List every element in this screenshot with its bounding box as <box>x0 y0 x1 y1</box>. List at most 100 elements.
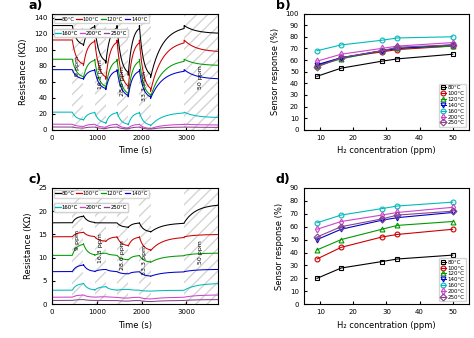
80°C <box>338 266 344 270</box>
200°C <box>338 219 344 223</box>
100°C <box>450 44 456 48</box>
Text: 9 ppm: 9 ppm <box>75 230 81 250</box>
Bar <box>95 188 106 304</box>
250°C <box>379 49 385 53</box>
Y-axis label: Resistance (KΩ): Resistance (KΩ) <box>24 213 33 279</box>
Text: 28.6 ppm: 28.6 ppm <box>120 240 125 270</box>
X-axis label: H₂ concentration (ppm): H₂ concentration (ppm) <box>337 321 436 330</box>
120°C <box>314 64 320 68</box>
Text: b): b) <box>275 0 291 12</box>
250°C <box>314 65 320 69</box>
Y-axis label: Resistance (KΩ): Resistance (KΩ) <box>19 39 28 105</box>
Text: 33.3 ppm: 33.3 ppm <box>143 245 147 275</box>
250°C <box>379 217 385 221</box>
Line: 140°C: 140°C <box>315 43 455 67</box>
200°C <box>314 59 320 63</box>
140°C <box>314 63 320 67</box>
Line: 250°C: 250°C <box>315 43 455 69</box>
120°C <box>338 238 344 242</box>
Bar <box>139 14 151 130</box>
Legend: 80°C, 100°C, 120°C, 140°C, 160°C, 200°C, 250°C: 80°C, 100°C, 120°C, 140°C, 160°C, 200°C,… <box>439 258 466 301</box>
Text: d): d) <box>275 173 291 186</box>
250°C <box>314 235 320 239</box>
Line: 160°C: 160°C <box>315 34 455 53</box>
200°C <box>450 41 456 45</box>
Text: 50 ppm: 50 ppm <box>199 240 203 264</box>
80°C <box>450 253 456 257</box>
Bar <box>139 188 151 304</box>
Text: a): a) <box>29 0 43 12</box>
200°C <box>450 205 456 209</box>
250°C <box>450 43 456 47</box>
140°C <box>450 211 456 215</box>
140°C <box>338 227 344 231</box>
Y-axis label: Sensor response (%): Sensor response (%) <box>275 202 284 290</box>
250°C <box>338 56 344 60</box>
160°C <box>379 38 385 42</box>
120°C <box>379 227 385 231</box>
140°C <box>338 56 344 60</box>
160°C <box>450 200 456 204</box>
Line: 100°C: 100°C <box>315 227 455 261</box>
Text: 50 ppm: 50 ppm <box>199 66 203 90</box>
160°C <box>338 43 344 47</box>
80°C <box>394 257 400 261</box>
160°C <box>379 207 385 211</box>
140°C <box>450 43 456 47</box>
Line: 160°C: 160°C <box>315 200 455 225</box>
Line: 200°C: 200°C <box>315 205 455 232</box>
160°C <box>314 221 320 225</box>
Text: 16.3 ppm: 16.3 ppm <box>98 234 103 263</box>
100°C <box>338 245 344 249</box>
250°C <box>450 209 456 213</box>
140°C <box>394 216 400 220</box>
Bar <box>72 188 83 304</box>
200°C <box>394 44 400 48</box>
Legend: 80°C, 100°C, 120°C, 140°C, 160°C, 200°C, 250°C: 80°C, 100°C, 120°C, 140°C, 160°C, 200°C,… <box>439 84 466 127</box>
Line: 200°C: 200°C <box>315 40 455 64</box>
Legend: 160°C, 200°C, 250°C: 160°C, 200°C, 250°C <box>54 29 128 37</box>
Text: 28.6 ppm: 28.6 ppm <box>120 66 125 96</box>
140°C <box>394 46 400 50</box>
250°C <box>394 213 400 217</box>
100°C <box>394 48 400 52</box>
X-axis label: Time (s): Time (s) <box>118 146 152 155</box>
100°C <box>379 235 385 239</box>
Text: 16.3 ppm: 16.3 ppm <box>98 59 103 89</box>
Text: 9 ppm: 9 ppm <box>75 56 81 76</box>
80°C <box>379 260 385 264</box>
80°C <box>314 276 320 281</box>
Line: 80°C: 80°C <box>315 52 455 79</box>
120°C <box>314 248 320 252</box>
250°C <box>338 225 344 229</box>
Line: 100°C: 100°C <box>315 44 455 68</box>
X-axis label: Time (s): Time (s) <box>118 321 152 330</box>
120°C <box>450 219 456 223</box>
100°C <box>314 257 320 261</box>
Line: 250°C: 250°C <box>315 209 455 239</box>
100°C <box>394 233 400 237</box>
Bar <box>184 14 218 130</box>
120°C <box>394 223 400 227</box>
80°C <box>379 59 385 63</box>
80°C <box>450 52 456 56</box>
250°C <box>394 45 400 49</box>
140°C <box>379 49 385 53</box>
120°C <box>338 57 344 61</box>
100°C <box>379 50 385 54</box>
Y-axis label: Sensor response (%): Sensor response (%) <box>271 28 280 115</box>
200°C <box>379 213 385 217</box>
80°C <box>394 57 400 61</box>
200°C <box>379 46 385 50</box>
120°C <box>379 49 385 53</box>
160°C <box>394 36 400 40</box>
Text: 33.3 ppm: 33.3 ppm <box>143 71 147 101</box>
Line: 80°C: 80°C <box>315 253 455 281</box>
Bar <box>117 14 128 130</box>
Line: 140°C: 140°C <box>315 210 455 242</box>
140°C <box>379 218 385 222</box>
140°C <box>314 238 320 242</box>
80°C <box>338 66 344 70</box>
Legend: 160°C, 200°C, 250°C: 160°C, 200°C, 250°C <box>54 203 128 212</box>
Bar <box>72 14 83 130</box>
